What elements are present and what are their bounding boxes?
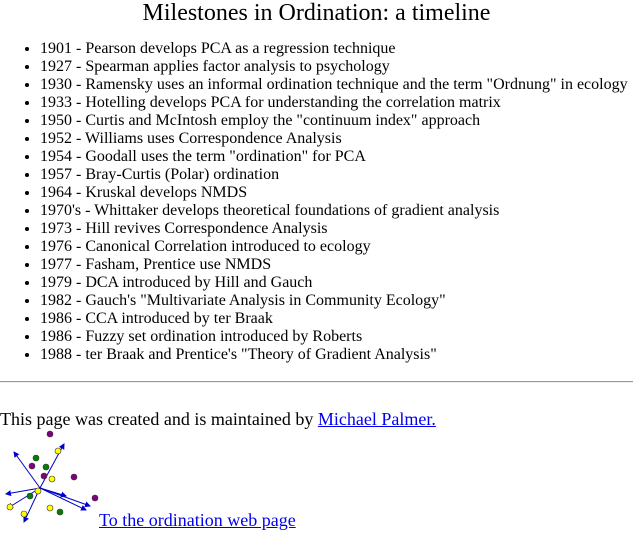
list-item: 1957 - Bray-Curtis (Polar) ordination (40, 166, 628, 184)
timeline-list: 1901 - Pearson develops PCA as a regress… (0, 40, 628, 364)
list-item: 1976 - Canonical Correlation introduced … (40, 238, 628, 256)
list-item: 1950 - Curtis and McIntosh employ the "c… (40, 112, 628, 130)
list-item: 1954 - Goodall uses the term "ordination… (40, 148, 628, 166)
ordination-home-link[interactable]: To the ordination web page (99, 510, 296, 530)
list-item: 1952 - Williams uses Correspondence Anal… (40, 130, 628, 148)
credit-line: This page was created and is maintained … (0, 409, 436, 429)
list-item: 1986 - CCA introduced by ter Braak (40, 310, 628, 328)
list-item: 1933 - Hotelling develops PCA for unders… (40, 94, 628, 112)
list-item: 1927 - Spearman applies factor analysis … (40, 58, 628, 76)
list-item: 1986 - Fuzzy set ordination introduced b… (40, 328, 628, 346)
list-item: 1988 - ter Braak and Prentice's "Theory … (40, 346, 628, 364)
list-item: 1964 - Kruskal develops NMDS (40, 184, 628, 202)
list-item: 1973 - Hill revives Correspondence Analy… (40, 220, 628, 238)
author-link[interactable]: Michael Palmer. (317, 409, 436, 429)
list-item: 1930 - Ramensky uses an informal ordinat… (40, 76, 628, 94)
list-item: 1970's - Whittaker develops theoretical … (40, 202, 628, 220)
list-item: 1979 - DCA introduced by Hill and Gauch (40, 274, 628, 292)
credit-text: This page was created and is maintained … (0, 409, 318, 429)
ordination-biplot-icon[interactable] (2, 430, 102, 528)
page-title: Milestones in Ordination: a timeline (142, 0, 491, 26)
divider (0, 381, 633, 383)
list-item: 1982 - Gauch's "Multivariate Analysis in… (40, 292, 628, 310)
list-item: 1977 - Fasham, Prentice use NMDS (40, 256, 628, 274)
list-item: 1901 - Pearson develops PCA as a regress… (40, 40, 628, 58)
